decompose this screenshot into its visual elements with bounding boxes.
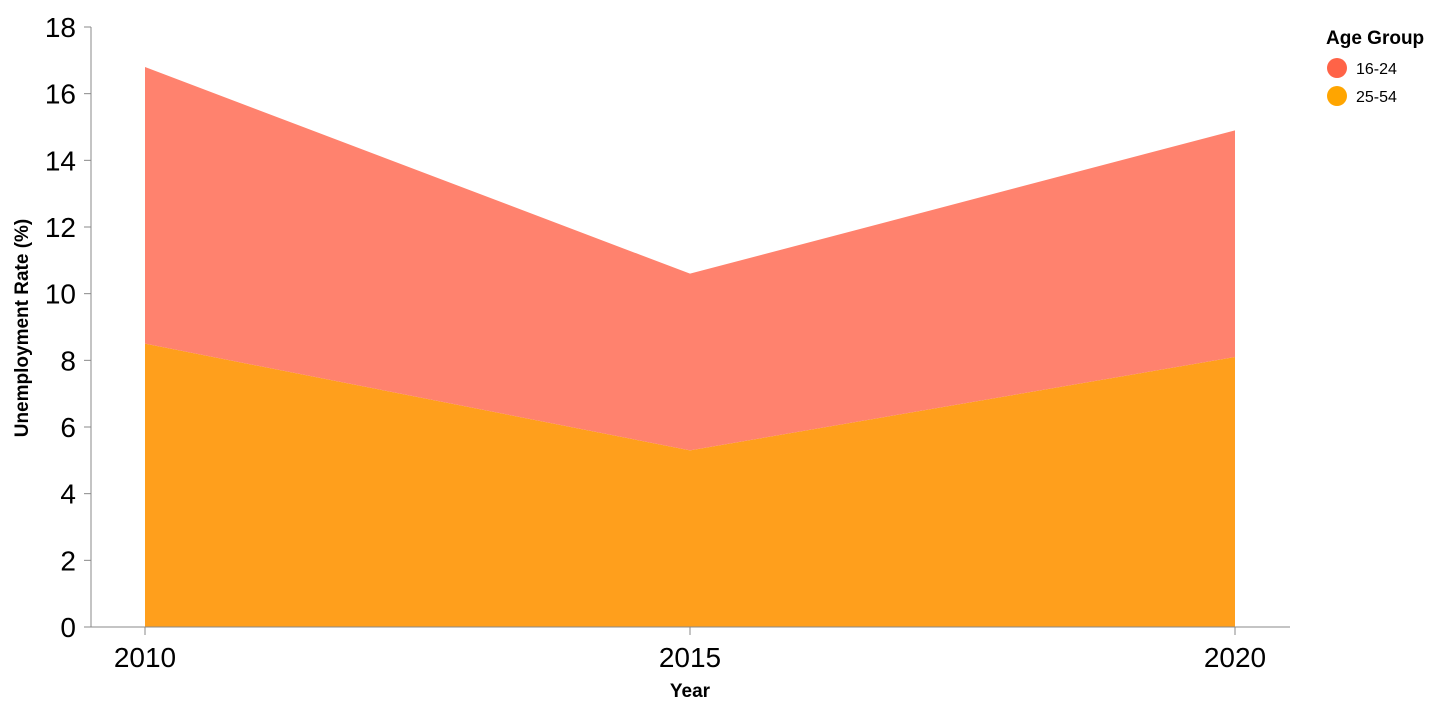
legend-title: Age Group xyxy=(1326,28,1424,49)
y-tick-label: 16 xyxy=(45,79,76,110)
y-tick-label: 2 xyxy=(60,545,76,576)
legend-swatch-16-24 xyxy=(1327,58,1347,78)
x-axis: 2010 2015 2020 xyxy=(91,626,1290,673)
area-series-group xyxy=(145,67,1235,627)
y-tick-label: 18 xyxy=(45,12,76,43)
x-tick-label: 2015 xyxy=(659,642,721,673)
legend-swatch-25-54 xyxy=(1327,86,1347,106)
legend: Age Group 16-24 25-54 xyxy=(1326,28,1424,106)
area-series-25-54 xyxy=(145,343,1235,627)
y-tick-label: 12 xyxy=(45,212,76,243)
area-series-16-24 xyxy=(145,67,1235,451)
y-tick-label: 4 xyxy=(60,479,76,510)
x-tick-label: 2010 xyxy=(114,642,176,673)
legend-label-16-24: 16-24 xyxy=(1356,61,1397,78)
legend-label-25-54: 25-54 xyxy=(1356,89,1397,106)
y-tick-label: 0 xyxy=(60,612,76,643)
y-axis: 0 2 4 6 8 10 12 14 16 18 xyxy=(45,12,92,643)
y-tick-label: 10 xyxy=(45,279,76,310)
x-axis-title: Year xyxy=(670,681,711,702)
x-tick-label: 2020 xyxy=(1204,642,1266,673)
y-axis-title: Unemployment Rate (%) xyxy=(12,219,33,438)
y-tick-label: 8 xyxy=(60,345,76,376)
y-tick-label: 6 xyxy=(60,412,76,443)
y-tick-label: 14 xyxy=(45,145,76,176)
